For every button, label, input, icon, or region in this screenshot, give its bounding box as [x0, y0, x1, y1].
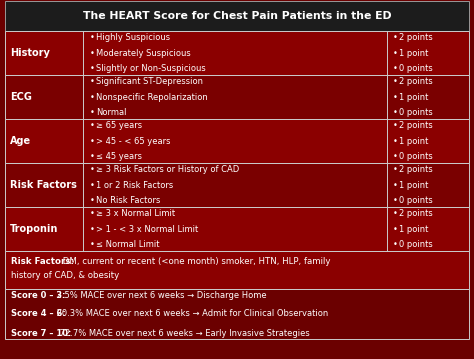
Text: 0 points: 0 points	[399, 108, 433, 117]
Text: Highly Suspicious: Highly Suspicious	[96, 33, 170, 42]
Text: ≤ Normal Limit: ≤ Normal Limit	[96, 240, 159, 249]
Bar	[5, 163, 469, 207]
Text: •: •	[90, 209, 95, 218]
Text: •: •	[393, 33, 398, 42]
Text: Age: Age	[10, 136, 31, 146]
Text: Score 7 – 10:: Score 7 – 10:	[11, 328, 72, 337]
Text: •: •	[90, 33, 95, 42]
Text: 1 point: 1 point	[399, 224, 428, 233]
Text: •: •	[90, 165, 95, 174]
Text: Normal: Normal	[96, 108, 127, 117]
Text: History: History	[10, 48, 50, 58]
Text: 2 points: 2 points	[399, 77, 433, 86]
Text: •: •	[393, 64, 398, 73]
Text: 1 point: 1 point	[399, 48, 428, 57]
Text: 72.7% MACE over next 6 weeks → Early Invasive Strategies: 72.7% MACE over next 6 weeks → Early Inv…	[57, 328, 310, 337]
Text: No Risk Factors: No Risk Factors	[96, 196, 160, 205]
Text: 0 points: 0 points	[399, 196, 433, 205]
Bar	[5, 119, 469, 163]
Text: •: •	[90, 93, 95, 102]
Text: •: •	[90, 108, 95, 117]
Text: The HEART Score for Chest Pain Patients in the ED: The HEART Score for Chest Pain Patients …	[82, 11, 392, 21]
Text: Risk Factors:: Risk Factors:	[11, 257, 74, 266]
Text: 1 point: 1 point	[399, 136, 428, 145]
Text: Score 4 – 6:: Score 4 – 6:	[11, 309, 66, 318]
Text: 0 points: 0 points	[399, 240, 433, 249]
Text: ≥ 3 Risk Factors or History of CAD: ≥ 3 Risk Factors or History of CAD	[96, 165, 239, 174]
Text: •: •	[393, 209, 398, 218]
Text: •: •	[393, 48, 398, 57]
Text: Significant ST-Depression: Significant ST-Depression	[96, 77, 203, 86]
Text: Slightly or Non-Suspicious: Slightly or Non-Suspicious	[96, 64, 206, 73]
Text: •: •	[90, 121, 95, 130]
Text: •: •	[393, 152, 398, 161]
Text: ECG: ECG	[10, 92, 32, 102]
Text: 2 points: 2 points	[399, 33, 433, 42]
Text: •: •	[90, 224, 95, 233]
Text: •: •	[393, 108, 398, 117]
Bar	[5, 1, 469, 31]
Text: •: •	[393, 136, 398, 145]
Text: 2 points: 2 points	[399, 165, 433, 174]
Text: Moderately Suspicious: Moderately Suspicious	[96, 48, 191, 57]
Text: •: •	[393, 196, 398, 205]
Text: ≤ 45 years: ≤ 45 years	[96, 152, 142, 161]
Text: 1 point: 1 point	[399, 93, 428, 102]
Text: •: •	[393, 181, 398, 190]
Text: Score 0 – 3:: Score 0 – 3:	[11, 290, 65, 299]
Bar	[5, 31, 469, 75]
Text: ≥ 3 x Normal Limit: ≥ 3 x Normal Limit	[96, 209, 175, 218]
Text: 1 or 2 Risk Factors: 1 or 2 Risk Factors	[96, 181, 173, 190]
Text: 2 points: 2 points	[399, 121, 433, 130]
Text: •: •	[393, 93, 398, 102]
Text: ≥ 65 years: ≥ 65 years	[96, 121, 142, 130]
Text: 0 points: 0 points	[399, 152, 433, 161]
Text: •: •	[90, 240, 95, 249]
Text: •: •	[393, 121, 398, 130]
Text: •: •	[393, 77, 398, 86]
Text: 2 points: 2 points	[399, 209, 433, 218]
Text: •: •	[90, 136, 95, 145]
Text: •: •	[90, 196, 95, 205]
Text: Risk Factors: Risk Factors	[10, 180, 77, 190]
Text: > 1 - < 3 x Normal Limit: > 1 - < 3 x Normal Limit	[96, 224, 198, 233]
Text: 0 points: 0 points	[399, 64, 433, 73]
Text: 2.5% MACE over next 6 weeks → Discharge Home: 2.5% MACE over next 6 weeks → Discharge …	[54, 290, 266, 299]
Bar	[5, 75, 469, 119]
Text: •: •	[90, 77, 95, 86]
Text: •: •	[393, 224, 398, 233]
Text: DM, current or recent (<one month) smoker, HTN, HLP, family: DM, current or recent (<one month) smoke…	[60, 257, 331, 266]
Text: •: •	[90, 181, 95, 190]
Text: 20.3% MACE over next 6 weeks → Admit for Clinical Observation: 20.3% MACE over next 6 weeks → Admit for…	[54, 309, 328, 318]
Text: •: •	[90, 64, 95, 73]
Bar	[5, 251, 469, 289]
Text: Troponin: Troponin	[10, 224, 58, 234]
Text: •: •	[393, 165, 398, 174]
Text: •: •	[90, 152, 95, 161]
Text: history of CAD, & obesity: history of CAD, & obesity	[11, 270, 119, 280]
Bar	[5, 207, 469, 251]
Text: 1 point: 1 point	[399, 181, 428, 190]
Text: •: •	[90, 48, 95, 57]
Text: Nonspecific Repolarization: Nonspecific Repolarization	[96, 93, 208, 102]
Bar	[5, 289, 469, 339]
Text: •: •	[393, 240, 398, 249]
Text: > 45 - < 65 years: > 45 - < 65 years	[96, 136, 171, 145]
